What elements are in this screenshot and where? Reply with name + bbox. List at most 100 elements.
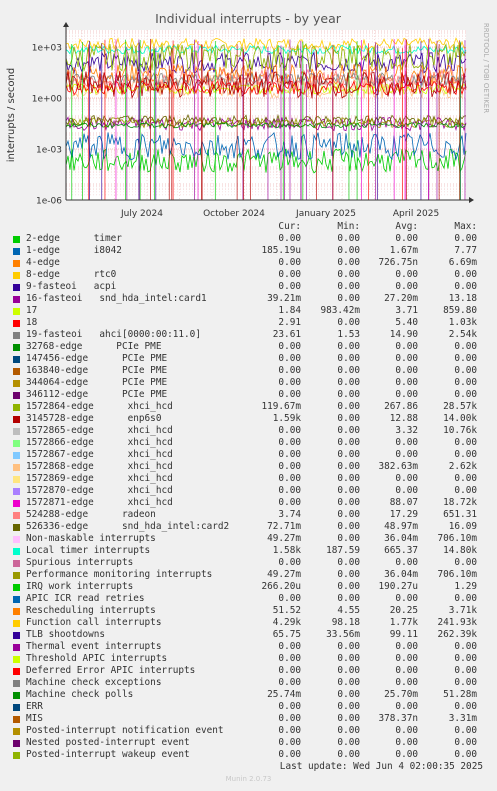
series-line	[66, 72, 467, 88]
legend-max: 0.00	[454, 365, 477, 376]
rrdtool-side-label: RRDTOOL / TOBI OETIKER	[482, 23, 490, 113]
legend-row: 9-fasteoi acpi 0.00 0.00 0.00 0.00	[0, 281, 497, 293]
x-tick-label: January 2025	[295, 209, 356, 219]
legend-cur: 0.00	[278, 749, 301, 760]
legend-avg: 0.00	[395, 557, 418, 568]
legend-cur: 0.00	[278, 449, 301, 460]
legend-row: Thermal event interrupts 0.00 0.00 0.00 0.00	[0, 641, 497, 653]
legend-name: 346112-edge PCIe PME	[26, 389, 168, 400]
legend-cur: 0.00	[278, 353, 301, 364]
legend-cur: 0.00	[278, 377, 301, 388]
legend-avg: 0.00	[395, 485, 418, 496]
y-tick-label: 1e+03	[32, 44, 62, 54]
legend-swatch	[13, 620, 20, 627]
legend-name: MIS	[26, 713, 43, 724]
legend-max: 0.00	[454, 485, 477, 496]
legend-avg: 0.00	[395, 233, 418, 244]
legend-row: ERR 0.00 0.00 0.00 0.00	[0, 701, 497, 713]
legend-row: 17 1.84 983.42m 3.71 859.80	[0, 305, 497, 317]
legend-row: Deferred Error APIC interrupts 0.00 0.00 0.…	[0, 665, 497, 677]
legend-max: 0.00	[454, 281, 477, 292]
legend-min: 0.00	[337, 341, 360, 352]
legend-avg: 3.71	[395, 305, 418, 316]
legend-swatch	[13, 248, 20, 255]
legend-row: 18 2.91 0.00 5.40 1.03k	[0, 317, 497, 329]
legend-name: APIC ICR read retries	[26, 593, 145, 604]
legend-max: 13.18	[448, 293, 477, 304]
legend-cur: 0.00	[278, 737, 301, 748]
legend-swatch	[13, 608, 20, 615]
legend-max: 51.28m	[443, 689, 477, 700]
legend-row: TLB shootdowns 65.75 33.56m 99.11 262.39k	[0, 629, 497, 641]
legend-cur: 119.67m	[261, 401, 301, 412]
legend-swatch	[13, 716, 20, 723]
legend-max: 0.00	[454, 701, 477, 712]
legend-header-min: Min:	[337, 221, 360, 232]
legend-min: 0.00	[337, 413, 360, 424]
legend-name: 16-fasteoi snd_hda_intel:card1	[26, 293, 207, 304]
legend-max: 0.00	[454, 653, 477, 664]
legend-name: 526336-edge snd_hda_intel:card2	[26, 521, 230, 532]
legend-avg: 20.25	[389, 605, 418, 616]
legend-row: 346112-edge PCIe PME 0.00 0.00 0.00 0.00	[0, 389, 497, 401]
legend-max: 0.00	[454, 641, 477, 652]
legend-row: 1572865-edge xhci_hcd 0.00 0.00 3.32 10.76k	[0, 425, 497, 437]
legend-cur: 72.71m	[267, 521, 301, 532]
legend-min: 0.00	[337, 425, 360, 436]
legend-min: 0.00	[337, 353, 360, 364]
legend-max: 3.31m	[448, 713, 477, 724]
legend-name: 524288-edge radeon	[26, 509, 156, 520]
axes: 1e-06 1e-03 1e+00 1e+03 July 2024 October 202…	[32, 22, 474, 219]
legend-name: 18	[26, 317, 38, 328]
legend-avg: 12.88	[389, 413, 418, 424]
legend-max: 0.00	[454, 725, 477, 736]
series-lines	[65, 36, 467, 200]
legend-header-cur: Cur:	[278, 221, 301, 232]
legend-max: 3.71k	[448, 605, 477, 616]
legend-header-avg: Avg:	[395, 221, 418, 232]
legend-cur: 4.29k	[272, 617, 301, 628]
legend-row: 1572869-edge xhci_hcd 0.00 0.00 0.00 0.00	[0, 473, 497, 485]
legend-avg: 14.90	[389, 329, 418, 340]
legend-avg: 665.37	[384, 545, 418, 556]
legend-avg: 0.00	[395, 377, 418, 388]
legend-max: 14.00k	[443, 413, 477, 424]
x-axis-arrow	[469, 197, 474, 203]
legend-swatch	[13, 416, 20, 423]
legend-max: 241.93k	[437, 617, 477, 628]
legend-max: 0.00	[454, 269, 477, 280]
legend-max: 651.31	[443, 509, 477, 520]
y-axis-label: interrupts / second	[6, 68, 17, 162]
legend-swatch	[13, 332, 20, 339]
x-tick-label: April 2025	[393, 209, 439, 219]
legend-cur: 0.00	[278, 497, 301, 508]
legend-name: 3145728-edge enp6s0	[26, 413, 162, 424]
legend-row: APIC ICR read retries 0.00 0.00 0.00 0.00	[0, 593, 497, 605]
legend-cur: 0.00	[278, 461, 301, 472]
legend-cur: 65.75	[272, 629, 301, 640]
legend-min: 0.00	[337, 701, 360, 712]
legend-min: 0.00	[337, 641, 360, 652]
legend-row: Rescheduling interrupts 51.52 4.55 20.25 3.7…	[0, 605, 497, 617]
legend-avg: 726.75n	[378, 257, 418, 268]
legend-cur: 0.00	[278, 713, 301, 724]
legend-cur: 0.00	[278, 653, 301, 664]
legend-name: Machine check polls	[26, 689, 134, 700]
legend: Cur: Min: Avg: Max: 2-edge timer 0.00 0.00…	[0, 221, 497, 761]
legend-swatch	[13, 236, 20, 243]
legend-name: 1572866-edge xhci_hcd	[26, 437, 173, 448]
legend-row: 8-edge rtc0 0.00 0.00 0.00 0.00	[0, 269, 497, 281]
chart: Individual interrupts - by year interrup…	[0, 0, 497, 221]
legend-cur: 0.00	[278, 473, 301, 484]
series-line	[65, 73, 467, 100]
legend-cur: 0.00	[278, 725, 301, 736]
legend-cur: 0.00	[278, 281, 301, 292]
legend-avg: 0.00	[395, 269, 418, 280]
legend-avg: 17.29	[389, 509, 418, 520]
legend-name: 1572871-edge xhci_hcd	[26, 497, 173, 508]
legend-cur: 1.59k	[272, 413, 301, 424]
legend-min: 0.00	[337, 509, 360, 520]
legend-max: 0.00	[454, 737, 477, 748]
series-line	[65, 122, 467, 129]
legend-avg: 48.97m	[384, 521, 418, 532]
